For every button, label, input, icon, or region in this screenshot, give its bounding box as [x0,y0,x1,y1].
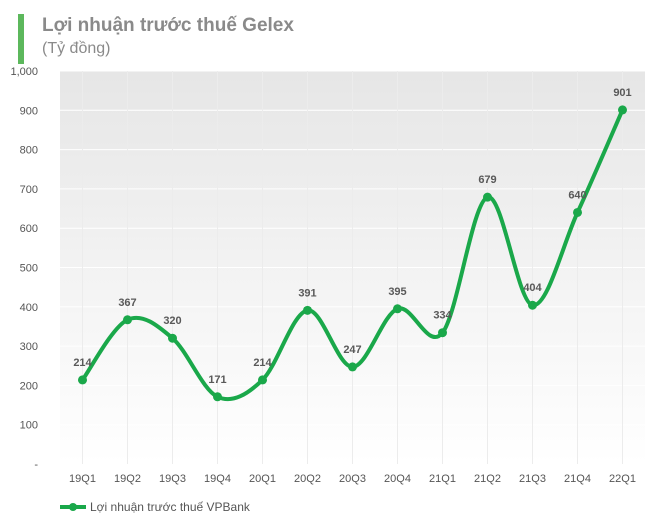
y-tick-label: 700 [20,184,38,196]
x-tick-label: 21Q1 [429,473,456,485]
y-tick-label: 500 [20,263,38,275]
x-tick-label: 20Q3 [339,473,366,485]
data-point [528,300,537,310]
data-point [123,315,132,325]
data-label: 679 [478,174,496,186]
legend-label: Lợi nhuận trước thuế VPBank [90,500,251,514]
data-point [438,328,447,338]
y-tick-label: 200 [20,380,38,392]
data-label: 640 [568,189,586,201]
legend: Lợi nhuận trước thuế VPBank [60,500,251,514]
y-tick-label: 100 [20,420,38,432]
chart-title: Lợi nhuận trước thuế Gelex [42,15,294,36]
title-accent-bar [18,14,24,64]
data-label: 404 [523,282,542,294]
x-tick-label: 19Q4 [204,473,231,485]
x-tick-label: 21Q4 [564,473,591,485]
gridlines [60,70,645,465]
data-label: 171 [208,374,226,386]
data-point [213,392,222,402]
data-point [78,375,87,385]
data-label: 391 [298,287,316,299]
data-label: 247 [343,344,361,356]
data-point [303,305,312,315]
x-tick-label: 21Q3 [519,473,546,485]
data-point [168,333,177,343]
y-tick-label: 900 [20,105,38,117]
y-tick-label: 1,000 [10,66,38,78]
y-tick-label: 400 [20,302,38,314]
x-axis: 19Q1 19Q2 19Q3 19Q4 20Q1 20Q2 20Q3 20Q4 21Q1 21Q2… [69,473,636,485]
x-tick-label: 19Q1 [69,473,96,485]
x-tick-label: 21Q2 [474,473,501,485]
y-tick-label: 300 [20,341,38,353]
data-label: 214 [253,357,272,369]
chart-subtitle: (Tỷ đồng) [42,40,110,57]
x-tick-label: 20Q4 [384,473,411,485]
data-point [483,192,492,202]
data-point [348,362,357,372]
data-label: 901 [613,87,631,99]
x-tick-label: 20Q2 [294,473,321,485]
data-labels: 214 367 320 171 214 391 247 395 334 679 404 640 901 [73,87,631,386]
data-label: 214 [73,357,92,369]
x-tick-label: 19Q2 [114,473,141,485]
x-tick-label: 19Q3 [159,473,186,485]
data-point [573,207,582,217]
data-label: 320 [163,315,181,327]
y-tick-label: - [34,459,38,471]
x-tick-label: 20Q1 [249,473,276,485]
data-label: 395 [388,286,406,298]
legend-swatch-marker [69,503,77,511]
y-tick-label: 600 [20,223,38,235]
data-label: 334 [433,310,452,322]
data-point [393,304,402,314]
y-tick-label: 800 [20,145,38,157]
data-point [258,375,267,385]
data-point [618,105,627,115]
data-points [78,105,627,402]
y-axis: - 100 200 300 400 500 600 700 800 900 1,000 [10,66,38,471]
x-tick-label: 22Q1 [609,473,636,485]
data-label: 367 [118,297,136,309]
